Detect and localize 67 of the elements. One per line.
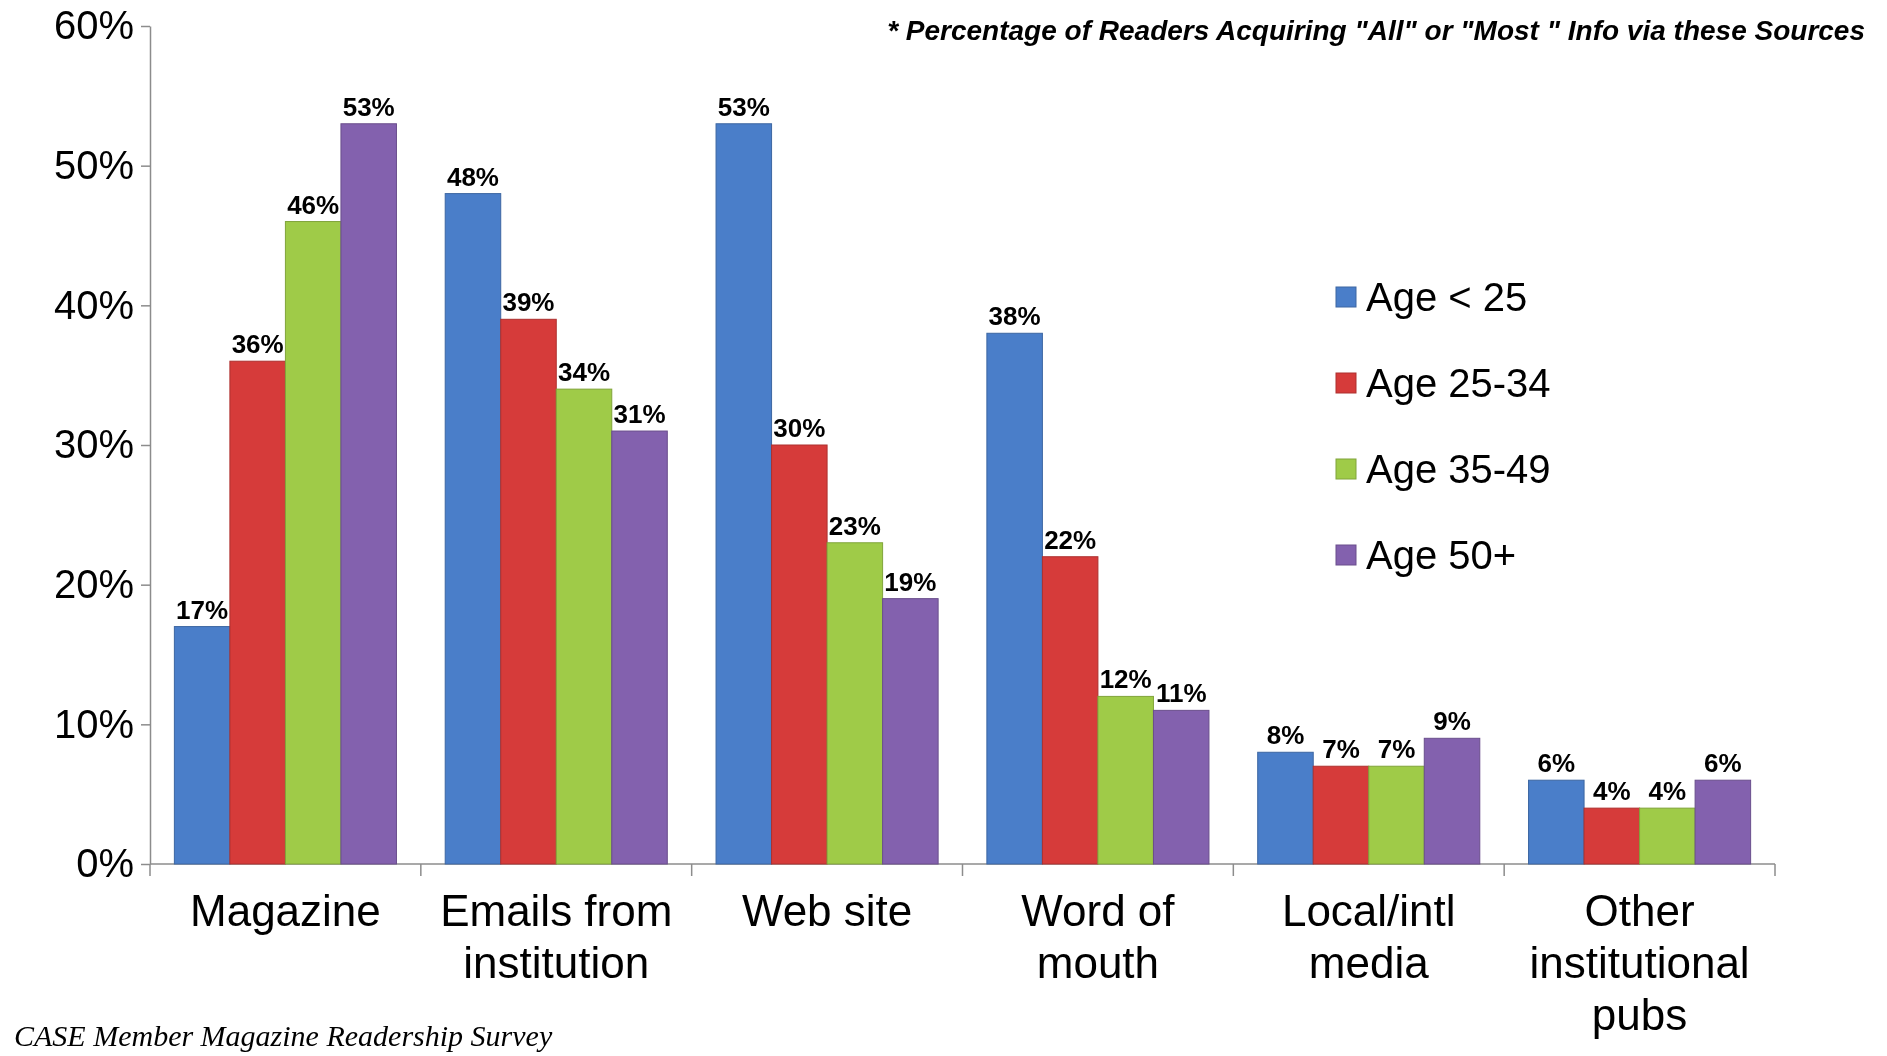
x-tick-label: Emails from institution: [440, 886, 673, 987]
data-label: 8%: [1266, 720, 1305, 751]
bar: [1152, 709, 1210, 865]
legend-label: Age < 25: [1366, 275, 1528, 319]
legend-label: Age 35-49: [1366, 447, 1551, 491]
bar: [500, 318, 557, 865]
bar: [986, 332, 1043, 865]
x-tick-label: Web site: [741, 886, 913, 935]
x-tick-label: Magazine: [190, 886, 381, 935]
y-tick-label: 30%: [53, 422, 134, 467]
bar: [1368, 765, 1425, 865]
x-tick-label: Local/intl media: [1281, 886, 1456, 987]
bar: [1583, 807, 1641, 865]
data-label: 34%: [557, 357, 611, 388]
bar: [771, 444, 828, 865]
data-label: 31%: [613, 399, 666, 430]
data-label: 9%: [1433, 706, 1471, 737]
data-label: 53%: [342, 91, 395, 122]
data-label: 17%: [176, 594, 229, 625]
bar: [1097, 695, 1154, 865]
y-tick-label: 20%: [53, 561, 134, 606]
annotation: * Percentage of Readers Acquiring "All" or "Most " Info via these Sources: [887, 15, 1865, 46]
data-label: 46%: [287, 189, 340, 220]
bar: [229, 360, 286, 865]
data-label: 30%: [773, 413, 826, 443]
data-label: 23%: [828, 510, 881, 541]
bar: [611, 430, 668, 865]
data-label: 38%: [988, 301, 1041, 332]
data-label: 7%: [1322, 734, 1360, 765]
bar: [444, 193, 502, 865]
data-label: 7%: [1377, 734, 1416, 765]
y-tick-label: 40%: [53, 282, 134, 327]
bar: [1423, 737, 1481, 865]
y-tick-label: 0%: [76, 841, 134, 886]
bar: [882, 598, 939, 865]
data-label: 53%: [717, 91, 770, 122]
bar: [555, 388, 613, 865]
y-tick-label: 10%: [53, 701, 134, 746]
bar: [826, 542, 884, 865]
data-label: 19%: [884, 566, 937, 597]
bar: [1312, 765, 1370, 865]
bar: [173, 626, 231, 865]
data-label: 48%: [446, 161, 499, 192]
legend-label: Age 50+: [1366, 533, 1517, 577]
bar: [1041, 556, 1099, 865]
text: CASE Member Magazine Readership Survey: [14, 1019, 553, 1052]
y-tick-label: 60%: [53, 3, 134, 48]
data-label: 4%: [1648, 776, 1687, 807]
x-tick-label: Word of mouth: [1021, 886, 1176, 987]
bar: [1639, 807, 1696, 865]
bar: [715, 123, 773, 865]
bar: [1528, 779, 1585, 865]
x-tick-label: Other institutional pubs: [1529, 886, 1750, 1039]
bar: [340, 123, 397, 865]
data-label: 11%: [1155, 678, 1207, 709]
bar: [284, 221, 342, 865]
data-label: 4%: [1593, 776, 1631, 807]
data-label: 22%: [1044, 524, 1097, 555]
data-label: 39%: [502, 287, 555, 318]
bar: [1694, 779, 1752, 865]
bar: [1257, 751, 1314, 865]
data-label: 36%: [231, 329, 284, 360]
legend-label: Age 25-34: [1366, 361, 1551, 405]
data-label: 6%: [1537, 748, 1576, 779]
data-label: 12%: [1099, 664, 1152, 695]
y-tick-label: 50%: [53, 142, 134, 187]
data-label: 6%: [1704, 748, 1742, 779]
